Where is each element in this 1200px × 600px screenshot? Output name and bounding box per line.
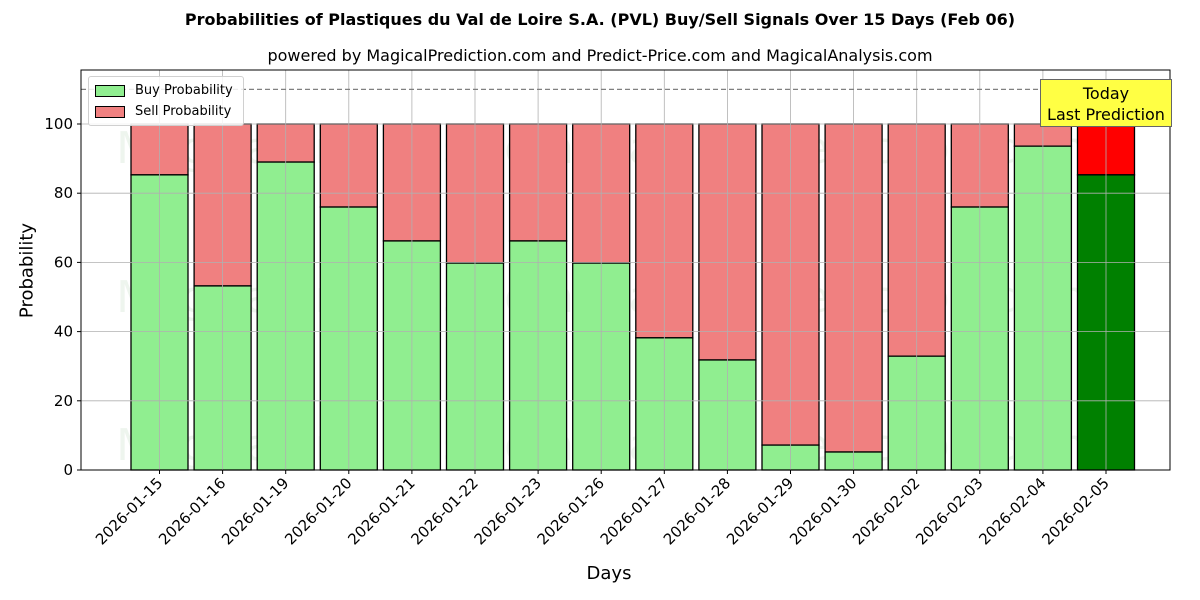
x-tick-label: 2026-01-27 — [597, 474, 671, 548]
x-tick-label: 2026-01-19 — [218, 474, 292, 548]
y-axis-label: Probability — [16, 222, 38, 319]
x-tick-label: 2026-02-03 — [912, 474, 986, 548]
legend-sell-label: Sell Probability — [135, 104, 232, 119]
legend: Buy Probability Sell Probability — [88, 76, 244, 126]
y-tick-label: 20 — [54, 392, 73, 410]
legend-buy-label: Buy Probability — [135, 83, 233, 98]
y-tick-label: 0 — [63, 461, 73, 479]
x-tick-label: 2026-02-05 — [1038, 474, 1112, 548]
x-tick-label: 2026-01-16 — [155, 474, 229, 548]
x-tick-label: 2026-01-21 — [344, 474, 418, 548]
x-tick-label: 2026-01-15 — [92, 474, 166, 548]
x-tick-label: 2026-01-20 — [281, 474, 355, 548]
x-tick-label: 2026-01-30 — [786, 474, 860, 548]
today-annotation: Today Last Prediction — [1040, 79, 1172, 127]
x-tick-label: 2026-01-22 — [407, 474, 481, 548]
y-tick-label: 40 — [54, 323, 73, 341]
x-tick-label: 2026-02-02 — [849, 474, 923, 548]
legend-item-sell: Sell Probability — [95, 104, 231, 119]
y-tick-label: 80 — [54, 184, 73, 202]
buy-swatch-icon — [95, 84, 125, 97]
today-annotation-line1: Today — [1082, 84, 1130, 103]
y-tick-label: 60 — [54, 253, 73, 271]
x-tick-label: 2026-01-28 — [660, 474, 734, 548]
legend-item-buy: Buy Probability — [95, 83, 233, 98]
chart-subtitle: powered by MagicalPrediction.com and Pre… — [267, 46, 933, 65]
axes-frame — [80, 69, 1171, 471]
sell-swatch-icon — [95, 105, 125, 118]
y-tick-label: 100 — [44, 115, 73, 133]
x-tick-label: 2026-01-26 — [534, 474, 608, 548]
x-axis-label: Days — [586, 563, 632, 584]
x-tick-label: 2026-02-04 — [975, 474, 1049, 548]
x-tick-label: 2026-01-29 — [723, 474, 797, 548]
today-annotation-line2: Last Prediction — [1047, 105, 1165, 124]
x-tick-label: 2026-01-23 — [471, 474, 545, 548]
chart-title: Probabilities of Plastiques du Val de Lo… — [184, 10, 1016, 29]
